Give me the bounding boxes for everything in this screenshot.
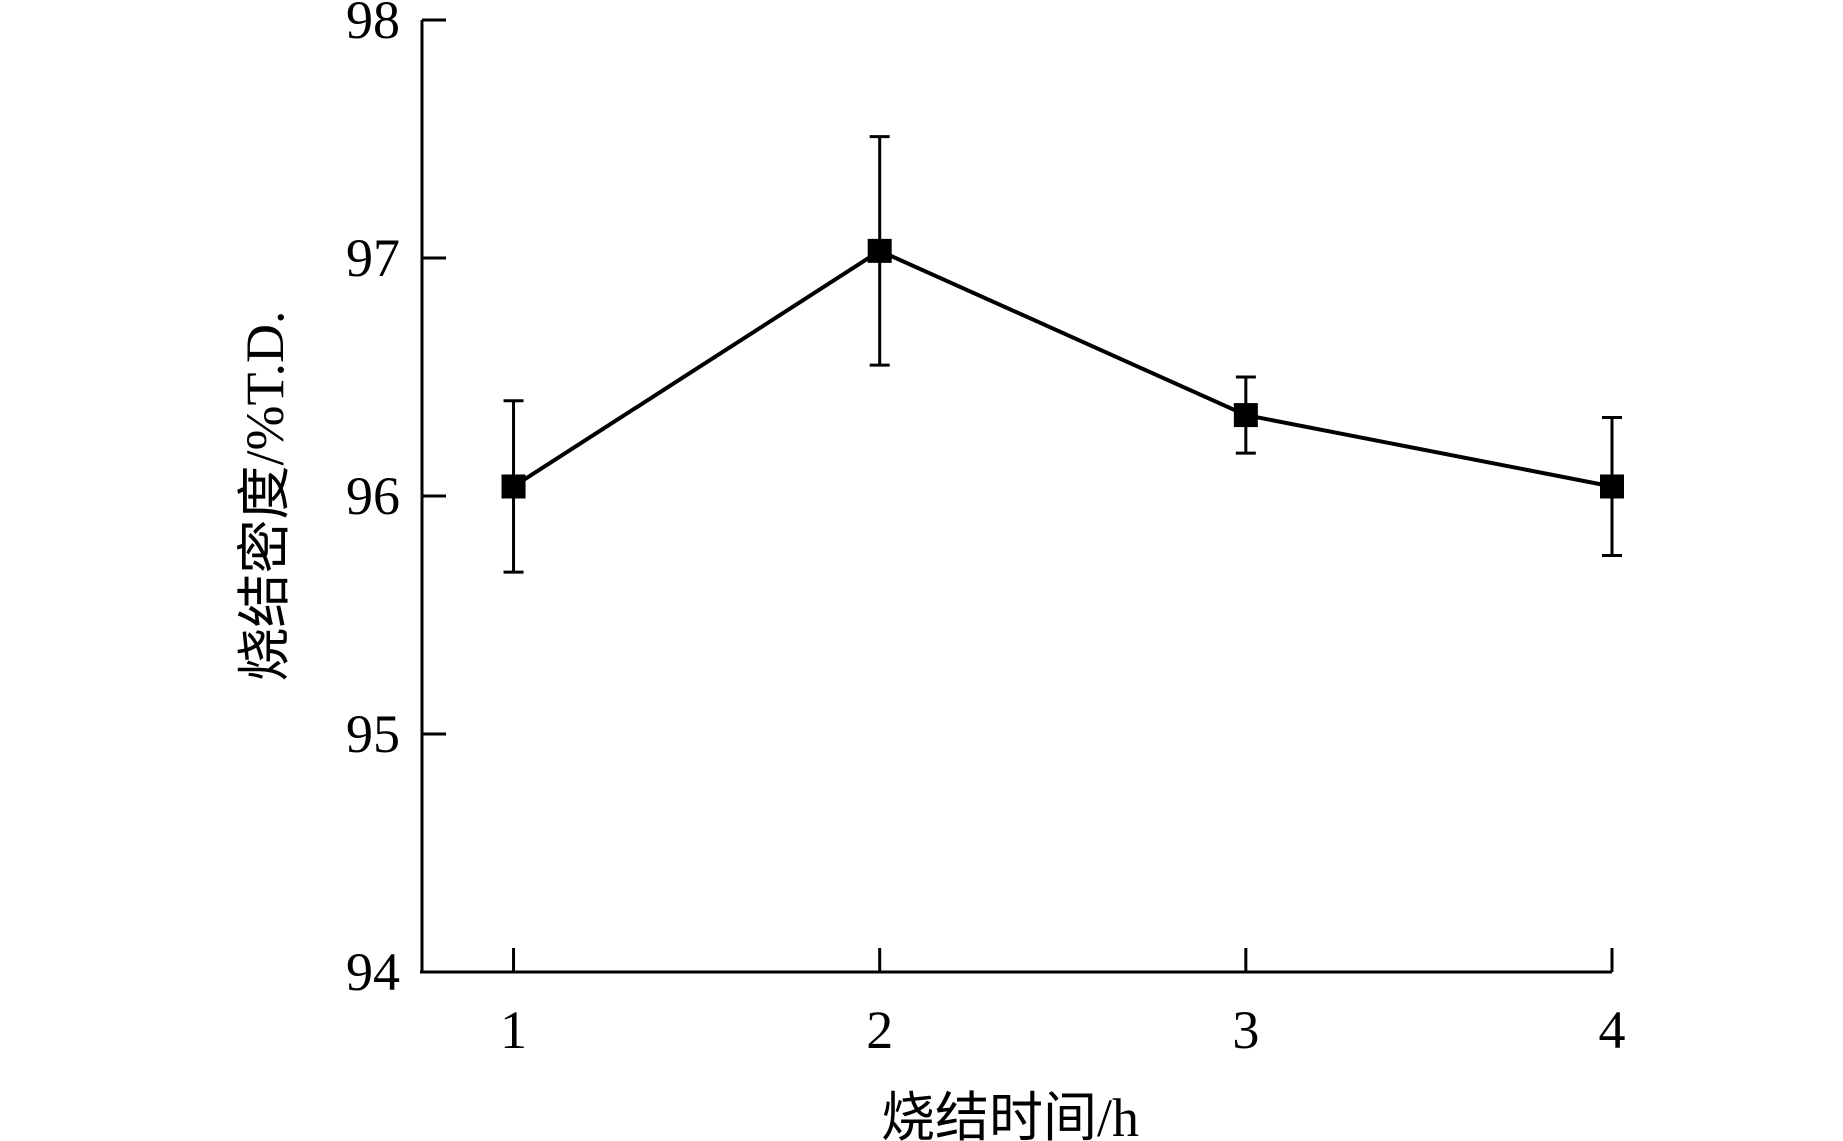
- x-tick-label: 2: [866, 1000, 893, 1060]
- series: [501, 135, 1624, 574]
- series-line: [512, 248, 1613, 489]
- data-point-marker: [867, 238, 892, 263]
- axes: [420, 20, 1612, 974]
- y-tick-label: 95: [346, 704, 400, 764]
- x-axis-title: 烧结时间/h: [881, 1088, 1139, 1141]
- y-ticks: 94 95 96 97 98: [346, 0, 446, 1002]
- x-tick-label: 3: [1232, 1000, 1259, 1060]
- y-tick-label: 97: [346, 228, 400, 288]
- data-point-marker: [1233, 403, 1258, 428]
- data-point-marker: [1600, 474, 1624, 499]
- y-tick-label: 96: [346, 466, 400, 526]
- y-axis-title: 烧结密度/%T.D.: [235, 311, 295, 682]
- x-tick-label: 4: [1599, 1000, 1626, 1060]
- y-tick-label: 98: [346, 0, 400, 50]
- data-point-marker: [501, 474, 526, 499]
- x-tick-label: 1: [500, 1000, 527, 1060]
- y-tick-label: 94: [346, 942, 400, 1002]
- x-ticks: 1 2 3 4: [500, 948, 1626, 1060]
